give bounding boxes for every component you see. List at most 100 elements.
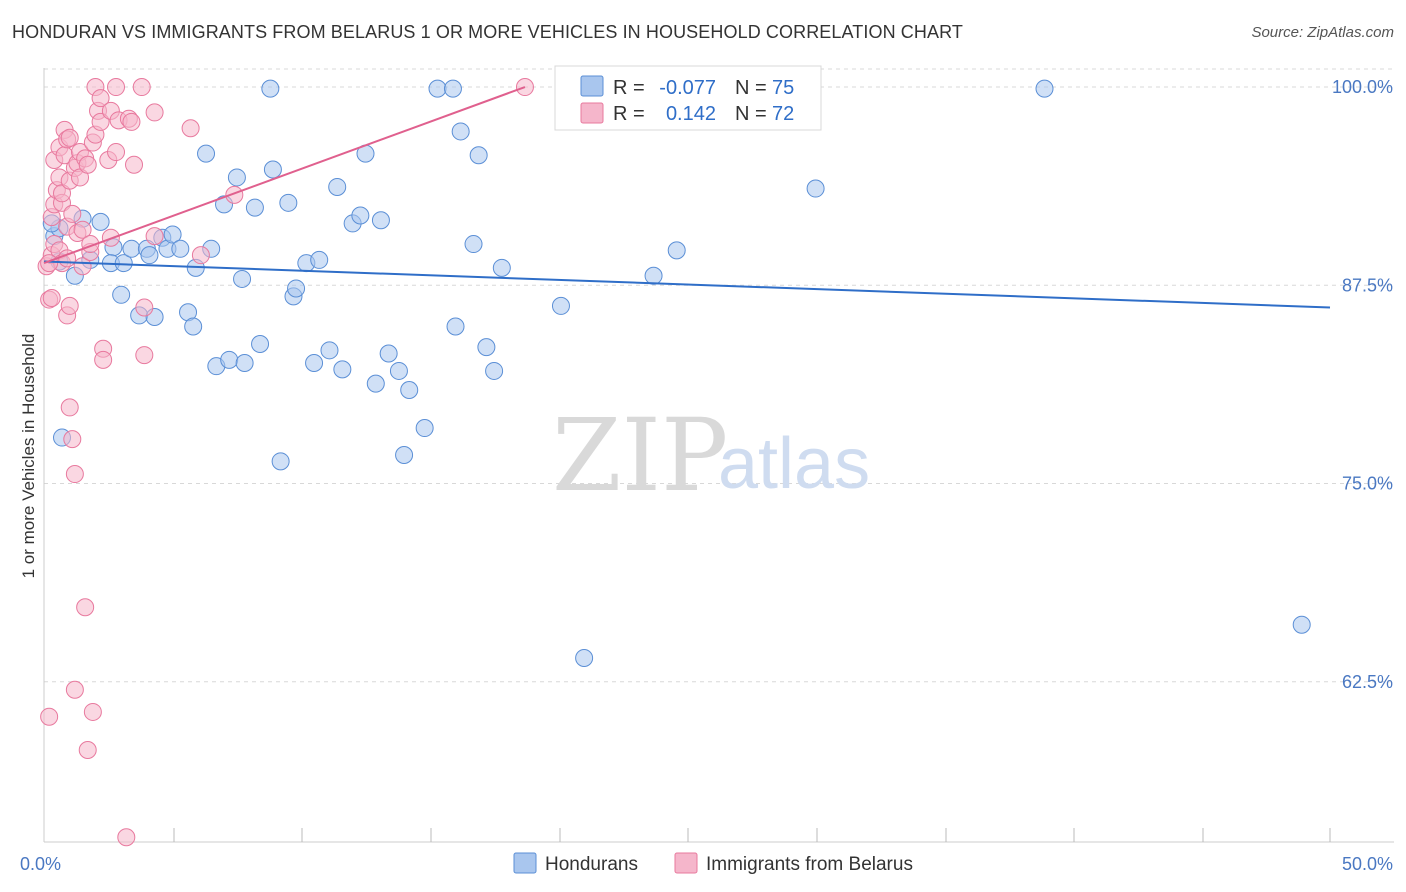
point-belarus [65,465,84,484]
point-belarus [191,246,210,265]
point-hondurans [477,338,496,357]
point-belarus [94,350,113,369]
watermark: ZIP atlas [552,397,870,514]
trendline-belarus [43,86,526,265]
point-hondurans [443,79,462,98]
point-hondurans [469,146,488,165]
point-belarus [91,112,110,131]
point-hondurans [464,235,483,254]
point-hondurans [366,374,385,393]
watermark-atlas: atlas [718,424,870,504]
point-hondurans [197,144,216,163]
point-belarus [65,680,84,699]
point-hondurans [287,279,306,298]
point-belarus [42,288,61,307]
point-hondurans [245,198,264,217]
watermark-zip: ZIP [552,397,728,514]
point-hondurans [446,317,465,336]
point-hondurans [485,361,504,380]
point-belarus [60,128,79,147]
point-belarus [63,430,82,449]
point-hondurans [263,160,282,179]
point-hondurans [395,446,414,464]
point-hondurans [305,354,324,373]
point-hondurans [492,258,511,277]
chart-title: HONDURAN VS IMMIGRANTS FROM BELARUS 1 OR… [12,22,963,42]
point-belarus [63,204,82,223]
legend-r-value-2: 0.142 [666,103,716,125]
legend-n-label-2: N = [735,103,767,125]
point-hondurans [235,354,254,373]
trend-layer [43,86,1331,309]
point-hondurans [379,344,398,363]
point-belarus [40,254,59,273]
y-tick-label: 62.5% [1342,672,1393,692]
point-belarus [40,707,59,726]
point-hondurans [163,225,182,244]
point-hondurans [328,177,347,196]
point-belarus [83,702,102,721]
point-hondurans [551,296,570,315]
legend-n-value-2: 72 [772,103,794,125]
bottom-legend-label-belarus: Immigrants from Belarus [706,854,913,875]
point-belarus [78,155,97,174]
point-hondurans [220,350,239,369]
legend-n-label-1: N = [735,77,767,99]
point-hondurans [184,317,203,336]
point-hondurans [644,266,663,285]
point-hondurans [320,341,339,360]
axis-layer: 100.0% 87.5% 75.0% 62.5% 0.0% 50.0% [20,68,1394,874]
point-hondurans [415,419,434,438]
y-axis-label: 1 or more Vehicles in Household [19,334,38,579]
point-hondurans [227,168,246,187]
point-hondurans [1292,615,1311,634]
point-belarus [76,598,95,617]
bottom-legend-swatch-belarus [674,852,698,874]
legend-box: R = -0.077 N = 75 R = 0.142 N = 72 [554,65,822,131]
point-hondurans [112,285,131,304]
bottom-legend-swatch-hondurans [513,852,537,874]
legend-r-label-1: R = [613,77,645,99]
legend-swatch-belarus [580,102,604,124]
point-hondurans [389,361,408,380]
x-tick-label: 50.0% [1342,854,1393,874]
chart-source: Source: ZipAtlas.com [1251,24,1394,41]
legend-r-value-1: -0.077 [659,77,716,99]
point-hondurans [140,246,159,265]
point-belarus [60,398,79,417]
point-hondurans [310,250,329,269]
point-hondurans [122,239,141,258]
point-belarus [132,78,151,97]
point-hondurans [1035,79,1054,98]
points-layer [37,78,1311,847]
point-hondurans [261,79,280,98]
bottom-legend-label-hondurans: Hondurans [545,854,638,875]
point-hondurans [806,179,825,198]
grid-layer [44,68,1394,683]
point-hondurans [91,212,110,231]
y-tick-label: 75.0% [1342,474,1393,494]
legend-swatch-hondurans [580,75,604,97]
point-belarus [145,103,164,122]
point-hondurans [400,380,419,399]
point-belarus [78,741,97,760]
point-hondurans [428,79,447,98]
point-hondurans [371,211,390,230]
bottom-legend: Hondurans Immigrants from Belarus [513,852,913,875]
point-belarus [60,296,79,315]
point-belarus [107,143,126,162]
x-tick-label: 0.0% [20,854,61,874]
point-hondurans [351,206,370,225]
point-hondurans [667,241,686,260]
point-hondurans [575,649,594,668]
point-hondurans [451,122,470,141]
point-belarus [73,220,92,239]
point-belarus [181,119,200,138]
legend-r-label-2: R = [613,103,645,125]
point-hondurans [171,239,190,258]
point-hondurans [251,334,270,353]
y-tick-label: 100.0% [1332,77,1393,97]
legend-n-value-1: 75 [772,77,794,99]
point-belarus [135,298,154,317]
point-belarus [122,112,141,131]
